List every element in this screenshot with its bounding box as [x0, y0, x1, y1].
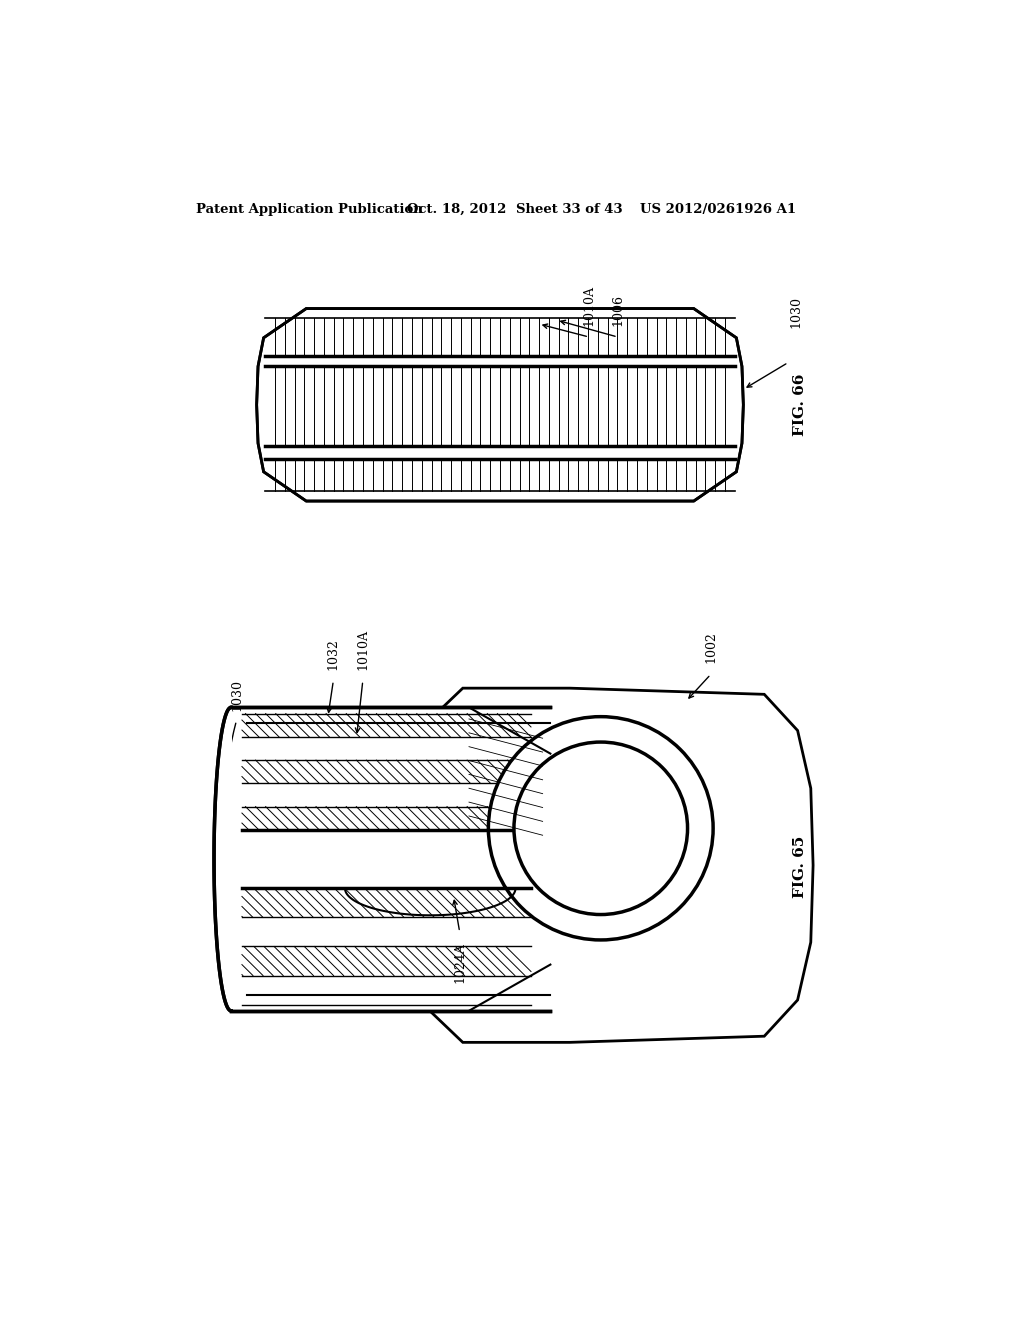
Text: 1024A: 1024A	[454, 942, 466, 983]
Text: Sheet 33 of 43: Sheet 33 of 43	[515, 203, 623, 216]
Text: Patent Application Publication: Patent Application Publication	[197, 203, 423, 216]
Text: 1030: 1030	[230, 680, 243, 711]
Text: FIG. 65: FIG. 65	[793, 836, 807, 898]
Polygon shape	[214, 708, 231, 1011]
Polygon shape	[257, 309, 743, 502]
Polygon shape	[415, 688, 813, 1043]
Text: 1002: 1002	[705, 631, 717, 663]
Text: 1030: 1030	[790, 296, 803, 327]
Text: 1010A: 1010A	[356, 628, 370, 669]
Text: FIG. 66: FIG. 66	[793, 374, 807, 436]
Polygon shape	[488, 717, 713, 940]
Text: Oct. 18, 2012: Oct. 18, 2012	[407, 203, 507, 216]
Text: 1010A: 1010A	[583, 285, 596, 326]
Circle shape	[514, 742, 687, 915]
Text: US 2012/0261926 A1: US 2012/0261926 A1	[640, 203, 796, 216]
Text: 1006: 1006	[611, 294, 625, 326]
Text: 1032: 1032	[327, 638, 340, 669]
